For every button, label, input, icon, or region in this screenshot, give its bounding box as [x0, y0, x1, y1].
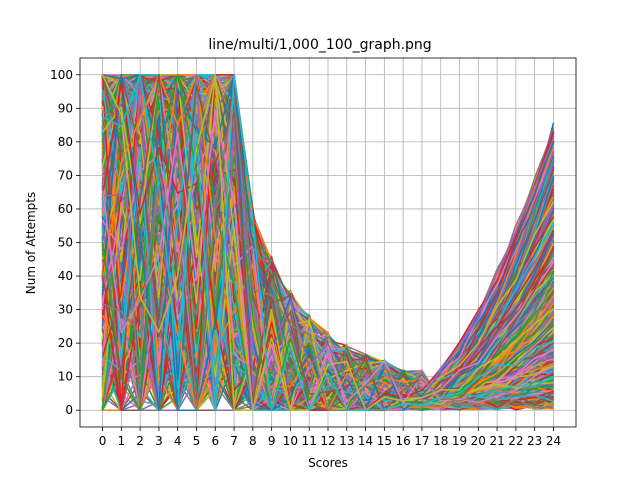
- x-tick-label: 10: [283, 434, 298, 448]
- x-tick-label: 19: [452, 434, 467, 448]
- y-tick-label: 70: [58, 168, 73, 182]
- y-tick-label: 10: [58, 370, 73, 384]
- y-tick-label: 90: [58, 101, 73, 115]
- x-tick-label: 21: [489, 434, 504, 448]
- series-line: [102, 74, 555, 411]
- y-tick-label: 30: [58, 303, 73, 317]
- x-axis-label: Scores: [308, 456, 348, 470]
- x-tick-label: 4: [174, 434, 182, 448]
- x-tick-label: 15: [377, 434, 392, 448]
- x-tick-label: 9: [268, 434, 276, 448]
- x-tick-label: 24: [546, 434, 561, 448]
- x-tick-label: 16: [396, 434, 411, 448]
- series-line: [101, 74, 555, 411]
- x-tick-label: 6: [211, 434, 219, 448]
- x-tick-label: 2: [136, 434, 144, 448]
- x-tick-label: 18: [433, 434, 448, 448]
- x-tick-label: 12: [320, 434, 335, 448]
- x-tick-label: 1: [118, 434, 126, 448]
- series-line: [101, 108, 554, 411]
- series-line: [102, 110, 554, 411]
- y-tick-label: 50: [58, 236, 73, 250]
- y-tick-label: 20: [58, 336, 73, 350]
- x-tick-label: 5: [193, 434, 201, 448]
- chart-title: line/multi/1,000_100_graph.png: [208, 37, 431, 53]
- x-tick-label: 14: [358, 434, 373, 448]
- series-line: [101, 74, 554, 411]
- x-axis-ticks: 0 1 2 3 4 5 6 7 8 9 10 11 12 13 14 15 16 17 18 19 20 21 22 23 24: [99, 427, 561, 448]
- series-line: [101, 120, 555, 411]
- x-tick-label: 8: [249, 434, 257, 448]
- series-line: [102, 74, 554, 411]
- y-tick-label: 0: [65, 403, 73, 417]
- x-tick-label: 3: [155, 434, 163, 448]
- x-tick-label: 13: [339, 434, 354, 448]
- y-tick-label: 100: [50, 68, 73, 82]
- x-tick-label: 17: [414, 434, 429, 448]
- series-group: [101, 74, 555, 411]
- y-axis-ticks: 0 10 20 30 40 50 60 70 80 90 100: [50, 68, 80, 417]
- series-line: [102, 97, 554, 411]
- x-tick-label: 23: [527, 434, 542, 448]
- x-tick-label: 0: [99, 434, 107, 448]
- y-axis-label: Num of Attempts: [24, 192, 38, 295]
- x-tick-label: 7: [230, 434, 238, 448]
- y-tick-label: 40: [58, 269, 73, 283]
- x-tick-label: 11: [302, 434, 317, 448]
- x-tick-label: 22: [508, 434, 523, 448]
- y-tick-label: 80: [58, 135, 73, 149]
- y-tick-label: 60: [58, 202, 73, 216]
- x-tick-label: 20: [471, 434, 486, 448]
- series-line: [102, 74, 554, 411]
